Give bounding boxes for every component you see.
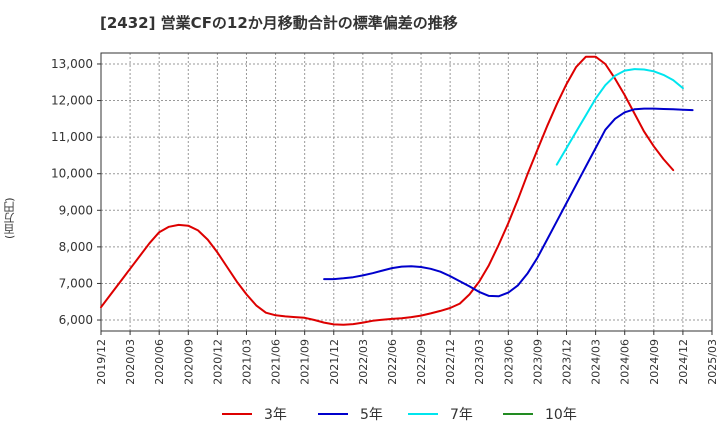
- x-tick-label: 2019/12: [95, 339, 108, 385]
- legend-label: 10年: [545, 407, 577, 423]
- x-tick-label: 2023/09: [531, 339, 544, 385]
- series-line-3年: [100, 55, 675, 326]
- y-tick-label: 10,000: [51, 167, 93, 181]
- x-tick-label: 2025/03: [706, 339, 719, 385]
- y-tick-label: 13,000: [51, 57, 93, 71]
- y-tick-label: 9,000: [59, 203, 93, 217]
- x-tick-label: 2021/03: [240, 339, 253, 385]
- y-tick-label: 12,000: [51, 94, 93, 108]
- x-tick-label: 2023/12: [561, 339, 574, 385]
- y-axis: 6,000 7,000 8,000 9,000 10,000 11,000 12,000 13…: [51, 57, 101, 327]
- x-tick-label: 2021/12: [328, 339, 341, 385]
- x-tick-label: 2022/06: [386, 339, 399, 385]
- y-tick-label: 11,000: [51, 130, 93, 144]
- y-tick-label: 7,000: [59, 276, 93, 290]
- x-tick-label: 2023/06: [502, 339, 515, 385]
- x-tick-label: 2020/06: [153, 339, 166, 385]
- x-tick-label: 2024/06: [619, 339, 632, 385]
- x-tick-label: 2021/06: [270, 339, 283, 385]
- legend-label: 3年: [264, 407, 287, 423]
- series-line-5年: [323, 107, 694, 298]
- legend-label: 7年: [450, 407, 473, 423]
- x-tick-label: 2021/09: [299, 339, 312, 385]
- y-tick-label: 8,000: [59, 240, 93, 254]
- plot-frame: [100, 52, 713, 332]
- series-lines: [100, 55, 694, 326]
- x-tick-label: 2020/09: [182, 339, 195, 385]
- legend: 3年 5年 7年 10年: [222, 407, 577, 423]
- x-tick-label: 2020/12: [211, 339, 224, 385]
- x-tick-label: 2024/03: [590, 339, 603, 385]
- x-tick-label: 2022/12: [444, 339, 457, 385]
- chart-title: [2432] 営業CFの12か月移動合計の標準偏差の推移: [100, 14, 458, 32]
- series-line-7年: [555, 68, 684, 166]
- x-tick-label: 2020/03: [124, 339, 137, 385]
- x-tick-label: 2024/09: [648, 339, 661, 385]
- x-tick-label: 2023/03: [473, 339, 486, 385]
- x-tick-label: 2022/09: [415, 339, 428, 385]
- x-tick-label: 2022/03: [357, 339, 370, 385]
- x-tick-label: 2024/12: [677, 339, 690, 385]
- grid: [101, 53, 712, 331]
- y-tick-label: 6,000: [59, 313, 93, 327]
- legend-label: 5年: [360, 407, 383, 423]
- x-axis: 2019/12 2020/03 2020/06 2020/09 2020/12 2021/…: [95, 331, 719, 385]
